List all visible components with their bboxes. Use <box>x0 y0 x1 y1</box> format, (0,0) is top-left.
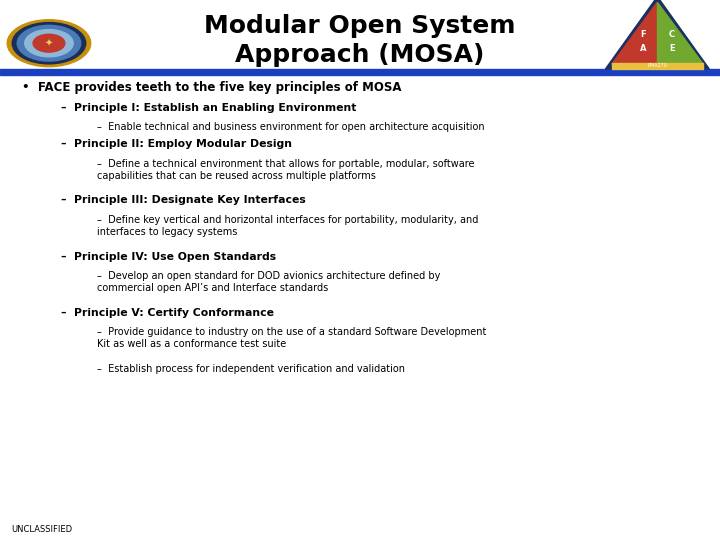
Bar <box>0 69 720 75</box>
Bar <box>612 63 703 69</box>
Text: –  Enable technical and business environment for open architecture acquisition: – Enable technical and business environm… <box>97 122 485 132</box>
Text: –  Define key vertical and horizontal interfaces for portability, modularity, an: – Define key vertical and horizontal int… <box>97 215 479 237</box>
Text: –  Develop an open standard for DOD avionics architecture defined by
commercial : – Develop an open standard for DOD avion… <box>97 271 441 293</box>
Ellipse shape <box>17 25 81 61</box>
Text: –  Define a technical environment that allows for portable, modular, software
ca: – Define a technical environment that al… <box>97 159 474 181</box>
Text: –  Principle V: Certify Conformance: – Principle V: Certify Conformance <box>61 308 274 318</box>
Text: Modular Open System
Approach (MOSA): Modular Open System Approach (MOSA) <box>204 14 516 67</box>
Polygon shape <box>612 2 657 64</box>
Text: F: F <box>640 30 646 39</box>
Text: –  Provide guidance to industry on the use of a standard Software Development
Ki: – Provide guidance to industry on the us… <box>97 327 487 349</box>
Text: C: C <box>669 30 675 39</box>
Text: –  Principle I: Establish an Enabling Environment: – Principle I: Establish an Enabling Env… <box>61 103 356 113</box>
Ellipse shape <box>12 23 86 64</box>
Text: PMA270: PMA270 <box>647 63 667 68</box>
Text: –  Principle II: Employ Modular Design: – Principle II: Employ Modular Design <box>61 139 292 150</box>
Text: E: E <box>669 44 675 53</box>
Text: UNCLASSIFIED: UNCLASSIFIED <box>11 524 72 534</box>
Ellipse shape <box>7 19 91 66</box>
Text: –  Principle III: Designate Key Interfaces: – Principle III: Designate Key Interface… <box>61 195 306 206</box>
Ellipse shape <box>24 30 73 57</box>
Text: ✦: ✦ <box>45 38 53 48</box>
Ellipse shape <box>33 34 65 52</box>
Polygon shape <box>606 0 709 69</box>
Text: –  Principle IV: Use Open Standards: – Principle IV: Use Open Standards <box>61 252 276 262</box>
Polygon shape <box>657 2 703 64</box>
Text: •  FACE provides teeth to the five key principles of MOSA: • FACE provides teeth to the five key pr… <box>22 81 401 94</box>
Text: A: A <box>639 44 646 53</box>
Text: –  Establish process for independent verification and validation: – Establish process for independent veri… <box>97 364 405 374</box>
